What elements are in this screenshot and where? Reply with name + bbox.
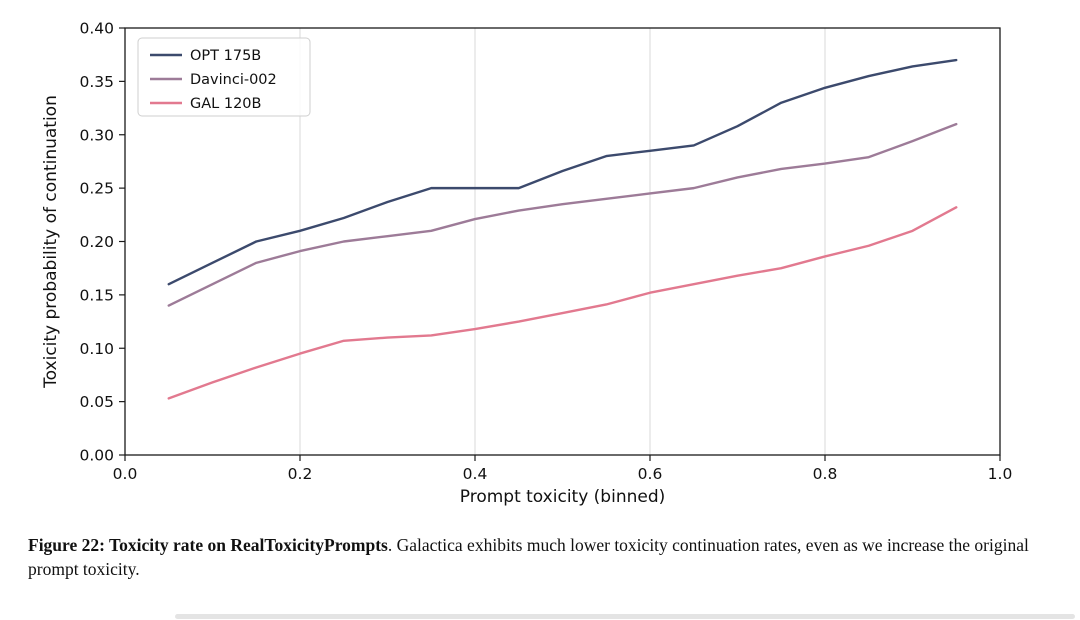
series-line-gal-120b: [167, 206, 958, 400]
x-tick-label: 1.0: [988, 465, 1013, 483]
x-tick-label: 0.6: [638, 465, 663, 483]
y-tick-label: 0.15: [79, 286, 114, 304]
y-tick-label: 0.20: [79, 233, 114, 251]
x-tick-label: 0.0: [113, 465, 138, 483]
figure-caption: Figure 22: Toxicity rate on RealToxicity…: [28, 533, 1060, 581]
chart-canvas: 0.0 0.2 0.4 0.6 0.8 1.0 0.00 0.05 0.10 0.15 0.20 0.…: [41, 20, 1013, 508]
y-tick-label: 0.35: [79, 73, 114, 91]
x-tick-label: 0.4: [463, 465, 488, 483]
y-tick-label: 0.30: [79, 126, 114, 144]
legend-label-davinci-002: Davinci-002: [190, 72, 277, 88]
legend-label-gal-120b: GAL 120B: [190, 96, 261, 112]
y-tick-label: 0.25: [79, 180, 114, 198]
x-tick-label: 0.8: [813, 465, 838, 483]
figure-caption-title: Figure 22: Toxicity rate on RealToxicity…: [28, 535, 388, 555]
y-tick-label: 0.05: [79, 393, 114, 411]
y-tick-label: 0.00: [79, 447, 114, 465]
legend-box: [137, 37, 311, 117]
legend-label-opt-175b: OPT 175B: [190, 48, 261, 64]
toxicity-line-chart: 0.0 0.2 0.4 0.6 0.8 1.0 0.00 0.05 0.10 0.15 0.20 0.…: [41, 20, 1013, 508]
figure-caption-body: . Galactica exhibits much lower toxicity…: [28, 535, 1029, 580]
y-tick-label: 0.40: [79, 20, 114, 38]
page-bottom-shadow: [175, 614, 1075, 619]
x-axis-label: Prompt toxicity (binned): [460, 487, 666, 507]
y-tick-label: 0.10: [79, 340, 114, 358]
y-axis-label: Toxicity probability of continuation: [41, 95, 61, 389]
x-tick-label: 0.2: [288, 465, 313, 483]
series-line-opt-175b: [167, 58, 958, 286]
series-line-davinci-002: [167, 122, 958, 307]
